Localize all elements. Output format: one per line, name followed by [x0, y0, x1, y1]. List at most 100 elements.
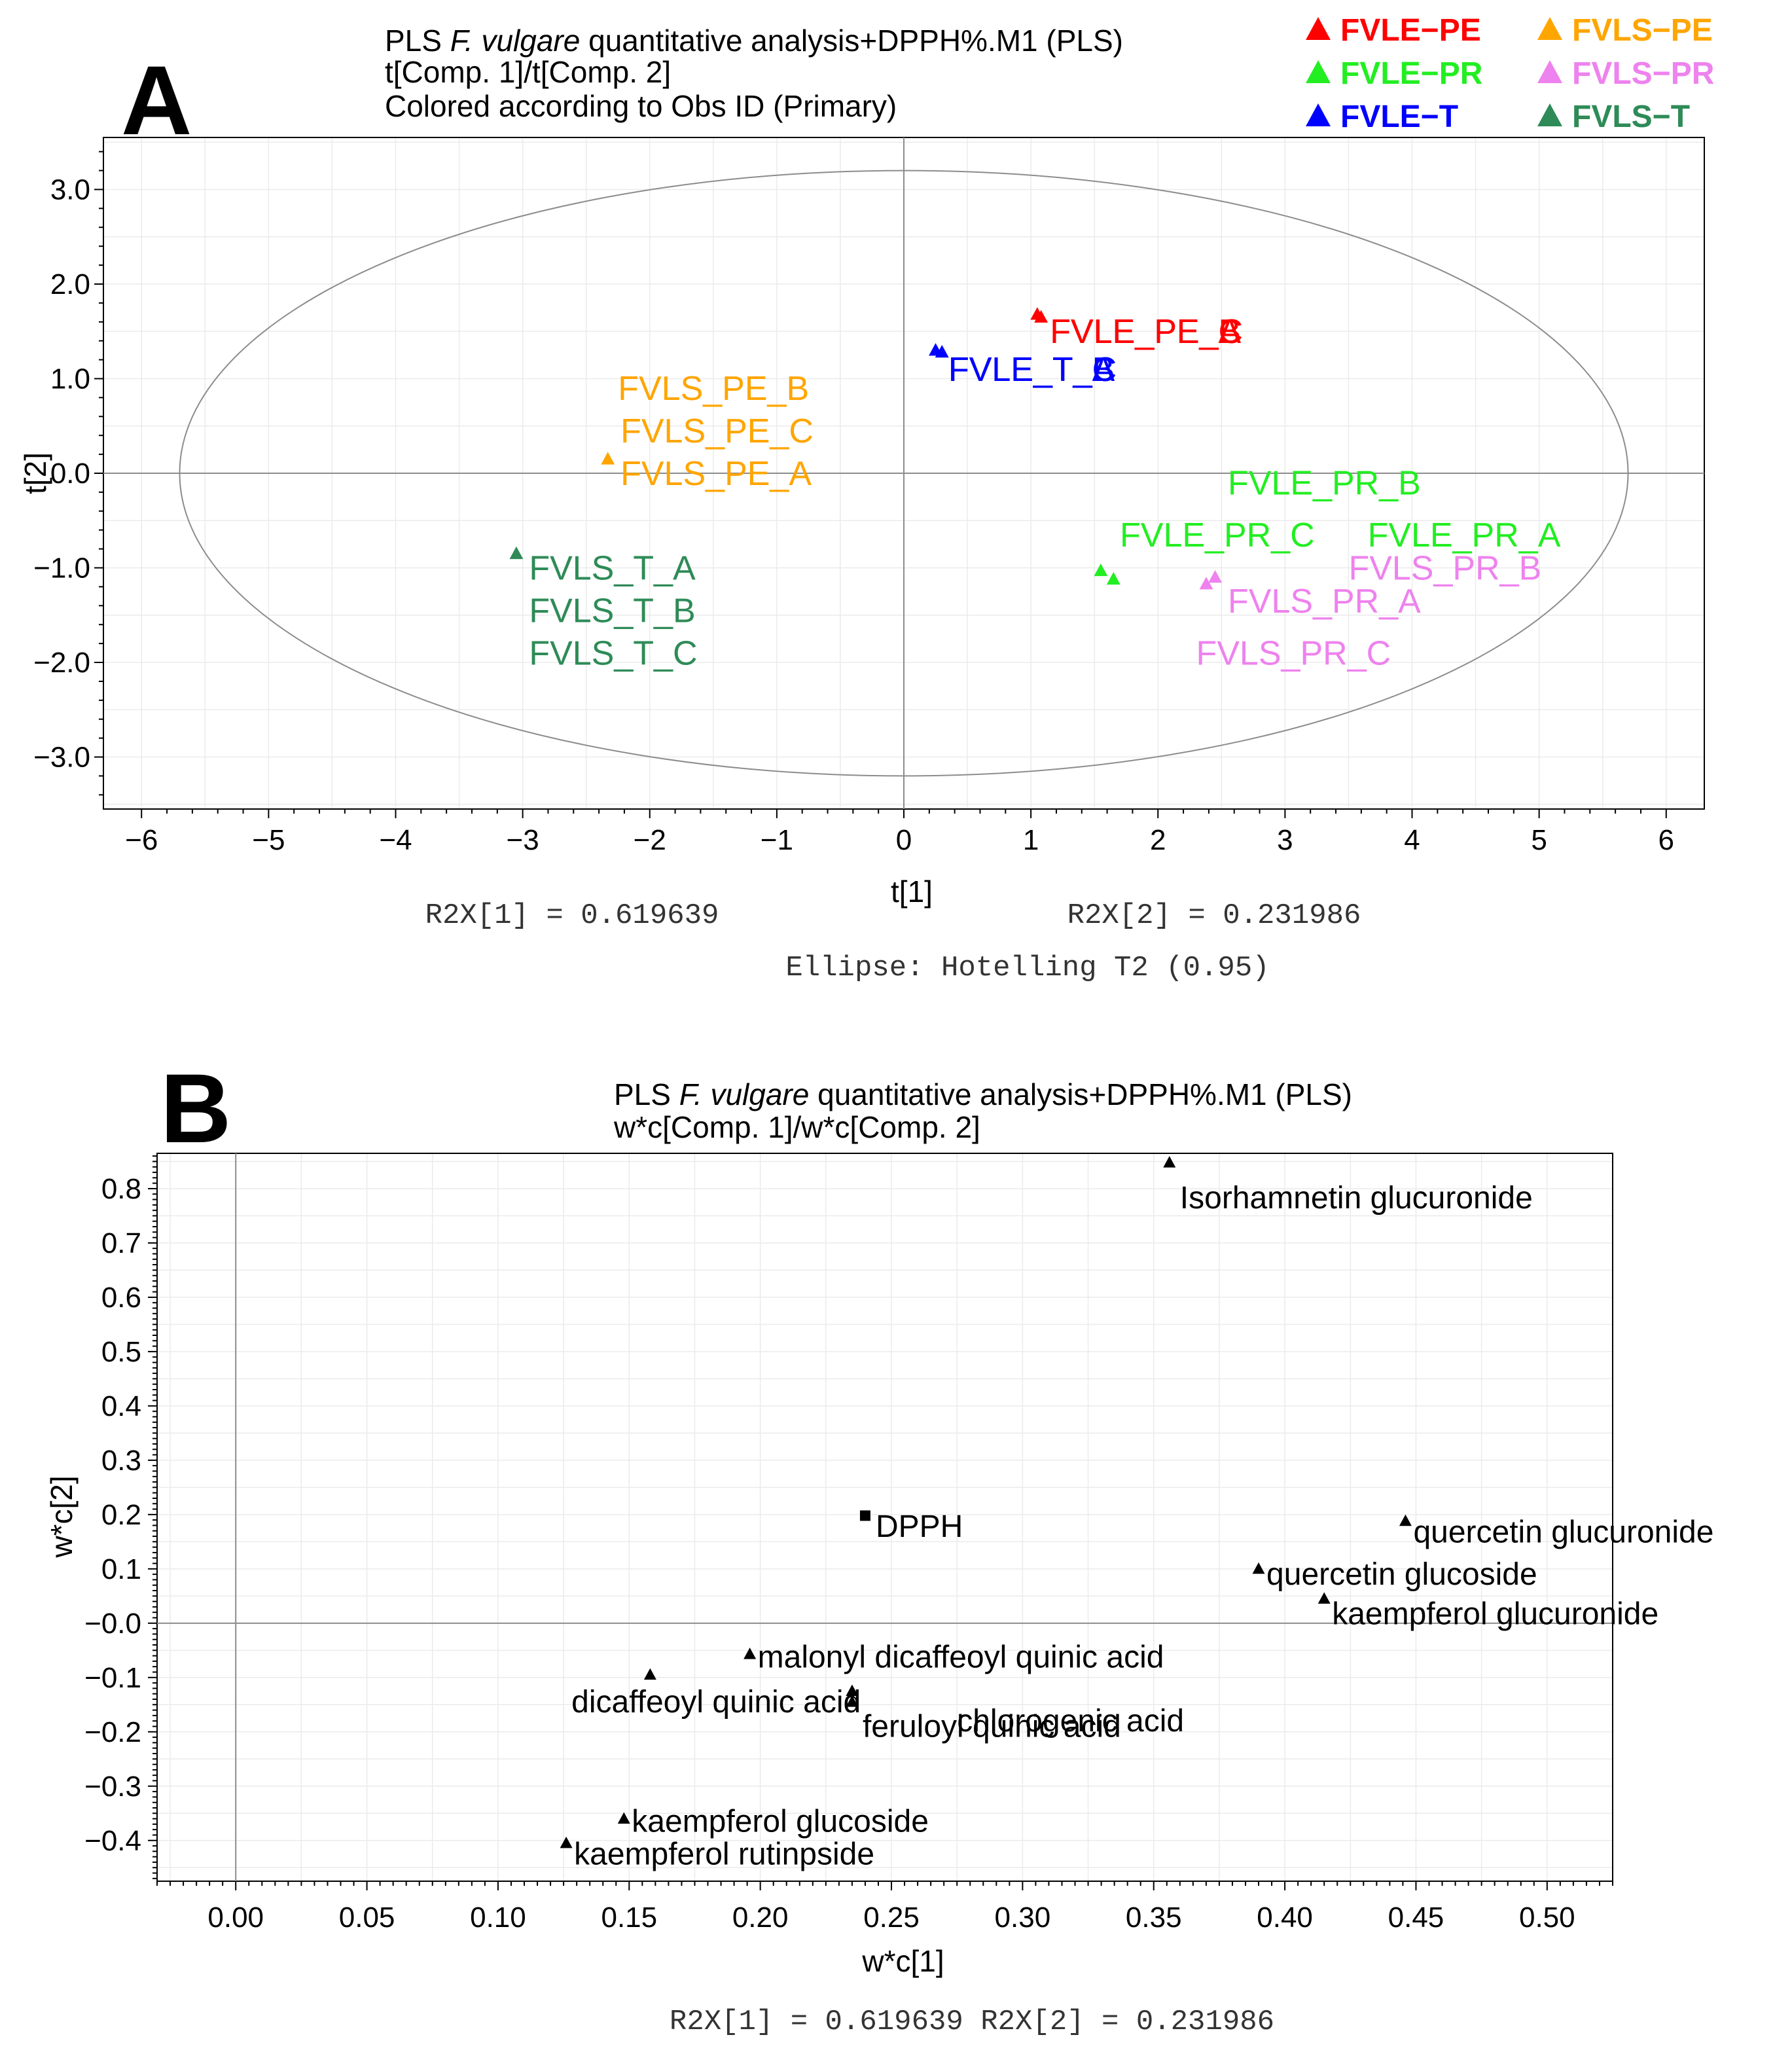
- y-tick-label: −0.1: [84, 1662, 141, 1694]
- legend-label: FVLE−PR: [1340, 56, 1482, 91]
- panel-a-ellipse-note: Ellipse: Hotelling T2 (0.95): [785, 952, 1269, 984]
- x-tick-label: 0.45: [1388, 1901, 1444, 1934]
- y-tick-label: 0.7: [101, 1227, 141, 1259]
- panel-b-x-axis-label: w*c[1]: [861, 1944, 944, 1978]
- panel-b-title-line1: PLS F. vulgare quantitative analysis+DPP…: [614, 1077, 1352, 1111]
- y-tick-label: 0.5: [101, 1336, 141, 1368]
- y-tick-label: −0.2: [84, 1716, 141, 1748]
- x-tick-label: 0.00: [207, 1901, 264, 1934]
- panel-a-title-line1: PLS F. vulgare quantitative analysis+DPP…: [385, 24, 1123, 58]
- score-point: [1199, 577, 1213, 590]
- score-point: [509, 546, 524, 560]
- panel-a: A PLS F. vulgare quantitative analysis+D…: [18, 13, 1714, 984]
- panel-a-y-axis-label: t[2]: [18, 452, 52, 494]
- legend-marker: [1537, 60, 1562, 83]
- observation-label: FVLE_PE_C: [1050, 313, 1243, 351]
- loading-label: kaempferol glucoside: [632, 1805, 929, 1839]
- score-point: [1034, 310, 1048, 323]
- y-tick-label: −0.4: [84, 1825, 141, 1857]
- y-tick-label: 0.2: [101, 1499, 141, 1531]
- observation-label: FVLS_PE_B: [618, 370, 809, 408]
- observation-label: FVLS_PR_B: [1348, 550, 1541, 588]
- observation-label: FVLE_T_B: [948, 351, 1115, 389]
- score-point: [601, 452, 615, 465]
- observation-label: FVLE_PR_C: [1120, 516, 1315, 554]
- observation-label: FVLE_T_C: [948, 351, 1117, 389]
- x-tick-label: 2: [1150, 824, 1166, 856]
- x-tick-label: 0.50: [1519, 1901, 1575, 1934]
- y-tick-label: −1.0: [33, 552, 90, 585]
- y-tick-label: 0.3: [101, 1445, 141, 1477]
- x-tick-label: 5: [1531, 824, 1547, 856]
- panel-a-title-suffix: quantitative analysis+DPPH%.M1 (PLS): [580, 24, 1123, 58]
- panel-a-legend: FVLE−PE FVLS−PE FVLE−PR FVLS−PR FVLE−T FVLS−T: [1306, 13, 1714, 134]
- y-tick-label: −3.0: [33, 742, 90, 774]
- panel-a-r2x2: R2X[2] = 0.231986: [1067, 899, 1361, 932]
- panel-b-y-axis-label: w*c[2]: [45, 1475, 79, 1558]
- loading-point: [560, 1836, 573, 1848]
- x-tick-label: 0.25: [863, 1901, 920, 1934]
- x-tick-label: 4: [1404, 824, 1420, 856]
- panel-a-title-line2: t[Comp. 1]/t[Comp. 2]: [385, 55, 671, 89]
- y-tick-label: 3.0: [50, 173, 90, 206]
- score-point: [1106, 571, 1120, 585]
- observation-label: FVLS_PE_C: [620, 412, 814, 450]
- x-tick-label: 3: [1277, 824, 1293, 856]
- loading-label: kaempferol rutinpside: [574, 1837, 874, 1872]
- loading-point: [846, 1684, 859, 1697]
- observation-label: FVLS_PR_A: [1228, 583, 1421, 621]
- loading-point-square: [859, 1510, 870, 1521]
- observation-label: FVLS_T_B: [529, 592, 695, 630]
- panel-b-r2x-footer: R2X[1] = 0.619639 R2X[2] = 0.231986: [670, 2006, 1274, 2038]
- y-tick-label: 0.4: [101, 1390, 141, 1422]
- loading-label: dicaffeoyl quinic acid: [571, 1685, 861, 1720]
- panel-b-title-prefix: PLS: [614, 1077, 679, 1111]
- legend-marker: [1306, 60, 1331, 83]
- loading-label: Isorhamnetin glucuronide: [1180, 1181, 1533, 1216]
- panel-a-axes: −6 −5 −4 −3 −2 −1 0 1 2 3 4 5 6 3.0 2.0 1.0 0.0 −1.0 −2.0 −…: [33, 137, 1704, 856]
- panel-b-title-species: F. vulgare: [679, 1077, 810, 1111]
- panel-b-grid: [157, 1153, 1613, 1881]
- panel-a-letter: A: [121, 45, 192, 155]
- panel-b-letter: B: [160, 1053, 231, 1163]
- panel-a-marks: FVLE_PE_BFVLE_PE_AFVLE_PE_CFVLE_T_AFVLE_…: [509, 307, 1561, 673]
- y-tick-label: 0.8: [101, 1173, 141, 1205]
- panel-b-marks: Isorhamnetin glucuronide DPPH quercetin gl…: [560, 1156, 1713, 1872]
- y-tick-label: 1.0: [50, 363, 90, 395]
- x-tick-label: 0: [896, 824, 912, 856]
- x-tick-label: 0.10: [470, 1901, 526, 1934]
- y-tick-label: −2.0: [33, 647, 90, 679]
- observation-label: FVLS_PR_C: [1196, 635, 1391, 673]
- observation-label: FVLE_PE_B: [1050, 313, 1241, 351]
- legend-marker: [1537, 17, 1562, 40]
- score-point: [935, 345, 949, 358]
- loading-label: kaempferol glucuronide: [1332, 1597, 1658, 1632]
- loading-point: [617, 1812, 630, 1824]
- legend-label: FVLE−T: [1340, 99, 1458, 134]
- legend-marker: [1537, 103, 1562, 126]
- x-tick-label: 0.35: [1126, 1901, 1182, 1934]
- observation-label: FVLS_T_A: [529, 550, 696, 588]
- x-tick-label: 6: [1658, 824, 1674, 856]
- loading-label: DPPH: [876, 1509, 963, 1544]
- panel-b: B PLS F. vulgare quantitative analysis+D…: [45, 1053, 1713, 2038]
- x-tick-label: 0.30: [995, 1901, 1051, 1934]
- observation-label: FVLE_PE_A: [1050, 313, 1241, 351]
- hotelling-ellipse: [179, 170, 1629, 777]
- legend-marker: [1306, 103, 1331, 126]
- observation-label: FVLS_T_C: [529, 635, 697, 673]
- y-tick-label: 0.1: [101, 1553, 141, 1585]
- x-tick-label: −3: [507, 824, 539, 856]
- legend-label: FVLS−PR: [1572, 56, 1714, 91]
- x-tick-label: 0.40: [1257, 1901, 1313, 1934]
- loading-label: feruloyl quinic acid: [863, 1709, 1121, 1744]
- legend-label: FVLS−PE: [1572, 13, 1713, 48]
- x-tick-label: −5: [252, 824, 285, 856]
- loading-label: chlorogenic acid: [957, 1704, 1184, 1739]
- x-tick-label: 0.15: [601, 1901, 657, 1934]
- x-tick-label: −6: [125, 824, 158, 856]
- loading-point: [643, 1668, 656, 1680]
- loading-label: malonyl dicaffeoyl quinic acid: [758, 1640, 1164, 1674]
- panel-b-title-line2: w*c[Comp. 1]/w*c[Comp. 2]: [613, 1110, 980, 1144]
- loading-point: [1163, 1156, 1176, 1168]
